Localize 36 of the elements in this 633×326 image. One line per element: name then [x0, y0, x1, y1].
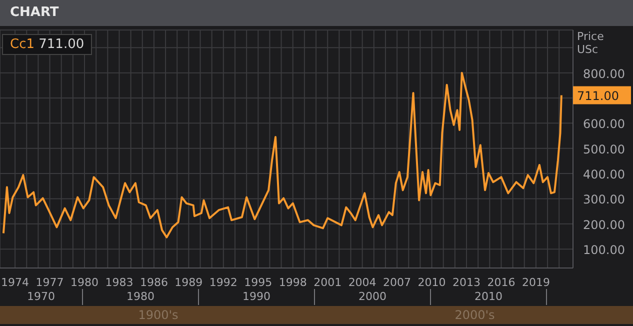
- y-axis-title: Price USc: [577, 30, 604, 56]
- data-label: 711.00: [577, 89, 619, 104]
- y-tick-label: 600.00: [583, 117, 625, 132]
- x-tick-label: 2013: [452, 276, 481, 289]
- text: 1990: [199, 289, 315, 305]
- text: Cc1: [10, 37, 34, 52]
- x-tick-label: 1980: [70, 276, 99, 289]
- x-tick-label: 1989: [174, 276, 203, 289]
- x-tick-label: 1995: [244, 276, 272, 289]
- x-tick-label: 1983: [105, 276, 134, 289]
- y-tick-label: 100.00: [583, 243, 625, 258]
- y-tick-label: 200.00: [583, 218, 625, 232]
- x-tick-label: 1986: [140, 276, 168, 289]
- text: 2000: [315, 289, 431, 305]
- y-tick-label: 800.00: [583, 66, 625, 81]
- x-tick-label: 2004: [348, 276, 376, 289]
- y-tick-label: 400.00: [583, 168, 625, 182]
- text: 2010: [431, 289, 547, 305]
- x-tick-label: 1974: [1, 276, 30, 289]
- x-tick-label: 2016: [487, 276, 516, 289]
- text: 1970: [0, 289, 83, 305]
- x-tick-label: 2010: [418, 276, 446, 289]
- chart-title: CHART: [0, 0, 633, 26]
- x-tick-label: 2007: [383, 276, 412, 289]
- y-tick-label: 300.00: [583, 192, 625, 207]
- text: 1900's: [137, 307, 180, 324]
- y-tick-label: 500.00: [583, 142, 625, 156]
- x-tick-label: 1977: [36, 276, 64, 289]
- x-tick-label: 2019: [522, 276, 550, 289]
- text: 1980: [83, 289, 199, 305]
- text: 2000's: [454, 307, 496, 324]
- x-tick-label: 1992: [209, 276, 238, 289]
- x-tick-label: 1998: [278, 276, 307, 289]
- text: 711.00: [38, 37, 84, 52]
- line-series: [2, 72, 562, 238]
- x-tick-label: 2001: [314, 276, 342, 289]
